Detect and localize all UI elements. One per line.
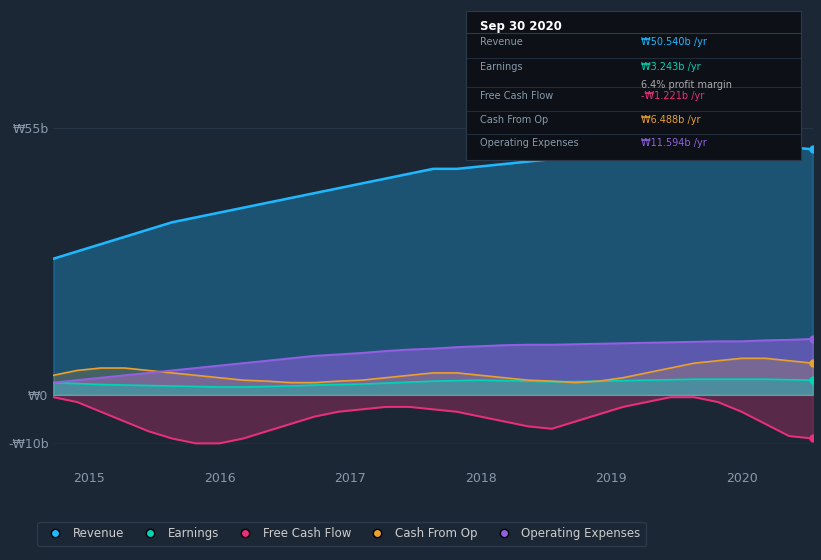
Text: Cash From Op: Cash From Op <box>479 115 548 125</box>
Text: ₩11.594b /yr: ₩11.594b /yr <box>640 138 706 148</box>
Legend: Revenue, Earnings, Free Cash Flow, Cash From Op, Operating Expenses: Revenue, Earnings, Free Cash Flow, Cash … <box>38 521 646 547</box>
Text: Free Cash Flow: Free Cash Flow <box>479 91 553 101</box>
Text: ₩6.488b /yr: ₩6.488b /yr <box>640 115 700 125</box>
Text: Sep 30 2020: Sep 30 2020 <box>479 20 562 33</box>
Text: ₩3.243b /yr: ₩3.243b /yr <box>640 62 700 72</box>
Text: -₩1.221b /yr: -₩1.221b /yr <box>640 91 704 101</box>
Text: Earnings: Earnings <box>479 62 522 72</box>
Text: 6.4% profit margin: 6.4% profit margin <box>640 80 732 90</box>
Text: Revenue: Revenue <box>479 37 522 47</box>
Text: Operating Expenses: Operating Expenses <box>479 138 578 148</box>
Text: ₩50.540b /yr: ₩50.540b /yr <box>640 37 706 47</box>
